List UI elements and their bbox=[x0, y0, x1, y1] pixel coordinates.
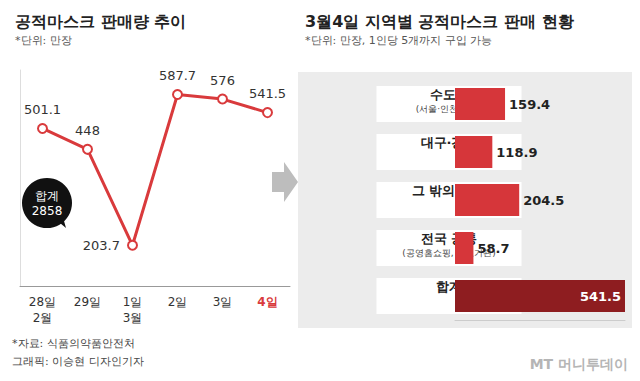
svg-text:*단위: 만장: *단위: 만장 bbox=[15, 34, 72, 47]
svg-text:159.4: 159.4 bbox=[509, 97, 550, 112]
svg-text:전국 공통: 전국 공통 bbox=[420, 231, 478, 246]
svg-text:3월4일 지역별 공적마스크 판매 현황: 3월4일 지역별 공적마스크 판매 현황 bbox=[305, 12, 574, 31]
svg-text:(서울·인천·경기): (서울·인천·경기) bbox=[415, 104, 483, 114]
svg-text:448: 448 bbox=[75, 123, 100, 138]
svg-text:203.7: 203.7 bbox=[83, 238, 120, 253]
svg-text:*단위: 만장, 1인당 5개까지 구입 가능: *단위: 만장, 1인당 5개까지 구입 가능 bbox=[305, 34, 492, 47]
svg-text:58.7: 58.7 bbox=[477, 241, 509, 256]
svg-text:501.1: 501.1 bbox=[24, 102, 61, 117]
svg-text:3일: 3일 bbox=[213, 295, 233, 309]
svg-text:(공영홈쇼핑, 의료기관): (공영홈쇼핑, 의료기관) bbox=[402, 248, 496, 258]
svg-text:합계: 합계 bbox=[436, 279, 462, 294]
svg-text:4일: 4일 bbox=[257, 295, 277, 309]
svg-text:2일: 2일 bbox=[168, 295, 188, 309]
svg-text:공적마스크 판매량 추이: 공적마스크 판매량 추이 bbox=[15, 12, 186, 31]
svg-text:1일: 1일 bbox=[123, 295, 143, 309]
svg-text:MT 머니투데이: MT 머니투데이 bbox=[530, 356, 628, 372]
svg-text:204.5: 204.5 bbox=[523, 193, 564, 208]
svg-text:118.9: 118.9 bbox=[496, 145, 537, 160]
svg-text:대구·경북: 대구·경북 bbox=[420, 135, 478, 150]
svg-text:541.5: 541.5 bbox=[249, 86, 286, 101]
svg-text:541.5: 541.5 bbox=[580, 289, 621, 304]
svg-text:3월: 3월 bbox=[123, 311, 143, 325]
svg-text:2월: 2월 bbox=[33, 311, 53, 325]
svg-text:587.7: 587.7 bbox=[159, 68, 196, 83]
svg-text:2858: 2858 bbox=[32, 204, 63, 218]
svg-text:수도권: 수도권 bbox=[429, 87, 469, 102]
svg-text:*자료: 식품의약품안전처: *자료: 식품의약품안전처 bbox=[12, 337, 135, 350]
svg-text:그래픽: 이승현 디자인기자: 그래픽: 이승현 디자인기자 bbox=[12, 355, 144, 368]
svg-text:합계: 합계 bbox=[35, 189, 59, 203]
svg-text:576: 576 bbox=[210, 73, 235, 88]
svg-text:28일: 28일 bbox=[29, 295, 56, 309]
svg-text:29일: 29일 bbox=[74, 295, 101, 309]
svg-text:그 밖의 지역: 그 밖의 지역 bbox=[412, 183, 486, 198]
